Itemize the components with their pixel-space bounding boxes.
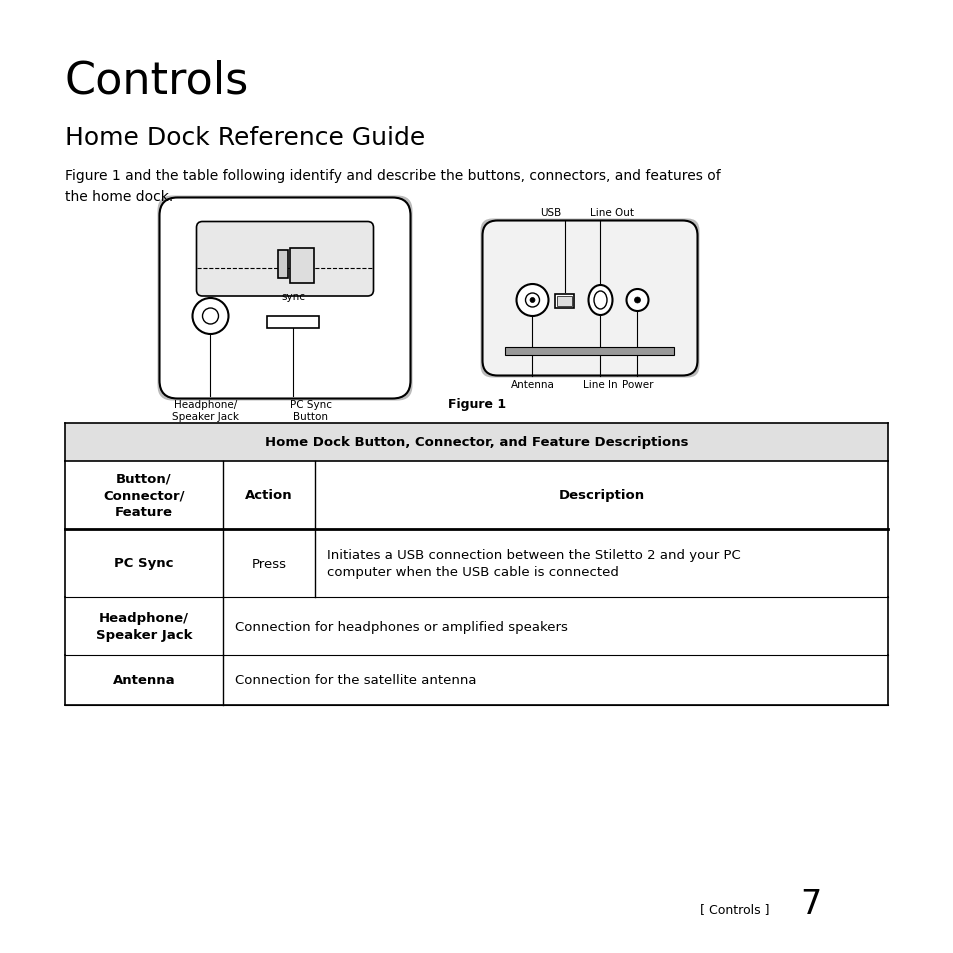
Circle shape	[626, 290, 648, 312]
Text: Press: Press	[252, 557, 286, 570]
FancyBboxPatch shape	[480, 219, 699, 378]
Circle shape	[193, 298, 229, 335]
Text: Connection for the satellite antenna: Connection for the satellite antenna	[234, 674, 476, 687]
FancyBboxPatch shape	[482, 221, 697, 376]
Ellipse shape	[588, 286, 612, 315]
Text: Line In: Line In	[582, 380, 618, 390]
Bar	[557, 296, 572, 307]
Circle shape	[530, 298, 535, 303]
Circle shape	[202, 309, 218, 325]
Text: Power: Power	[621, 380, 653, 390]
Text: Action: Action	[245, 489, 293, 502]
Text: [ Controls ]: [ Controls ]	[700, 902, 769, 915]
Circle shape	[525, 294, 539, 308]
Bar	[555, 294, 574, 309]
Text: Headphone/: Headphone/	[173, 400, 237, 410]
Text: PC Sync: PC Sync	[290, 400, 332, 410]
Circle shape	[516, 285, 548, 316]
Text: Headphone/
Speaker Jack: Headphone/ Speaker Jack	[95, 612, 193, 641]
Text: Antenna: Antenna	[112, 674, 175, 687]
Circle shape	[634, 297, 639, 304]
Text: Home Dock Button, Connector, and Feature Descriptions: Home Dock Button, Connector, and Feature…	[265, 436, 687, 449]
Text: Figure 1: Figure 1	[448, 397, 505, 411]
Text: Antenna: Antenna	[510, 380, 554, 390]
Text: Button: Button	[294, 412, 328, 422]
Text: sync: sync	[281, 292, 305, 302]
Text: 7: 7	[800, 887, 821, 920]
Text: Controls: Controls	[65, 59, 249, 102]
Bar	[505, 347, 674, 355]
Text: Description: Description	[558, 489, 644, 502]
Bar	[277, 251, 288, 278]
FancyBboxPatch shape	[157, 196, 412, 401]
Text: Home Dock Reference Guide: Home Dock Reference Guide	[65, 126, 425, 150]
Text: Button/
Connector/
Feature: Button/ Connector/ Feature	[103, 472, 185, 519]
Text: Speaker Jack: Speaker Jack	[172, 412, 239, 422]
Bar	[65, 423, 887, 461]
FancyBboxPatch shape	[196, 222, 374, 296]
Bar	[290, 249, 314, 284]
Text: PC Sync: PC Sync	[114, 557, 173, 570]
FancyBboxPatch shape	[159, 198, 410, 399]
Bar	[267, 316, 318, 329]
Text: Figure 1 and the table following identify and describe the buttons, connectors, : Figure 1 and the table following identif…	[65, 169, 720, 203]
Text: Connection for headphones or amplified speakers: Connection for headphones or amplified s…	[234, 619, 567, 633]
Text: USB: USB	[539, 209, 560, 218]
Text: Initiates a USB connection between the Stiletto 2 and your PC
computer when the : Initiates a USB connection between the S…	[327, 548, 740, 578]
Ellipse shape	[594, 292, 606, 310]
Text: Line Out: Line Out	[590, 209, 634, 218]
